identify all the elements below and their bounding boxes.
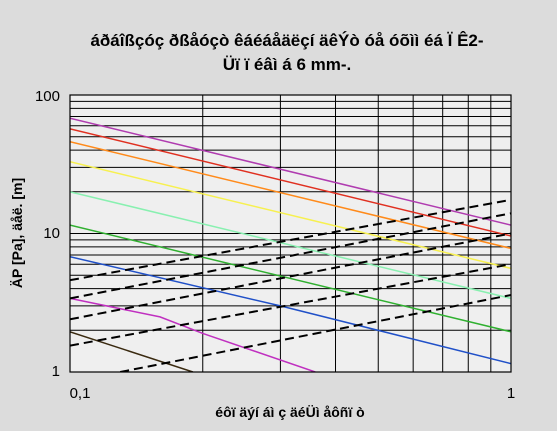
series-line-14 bbox=[120, 294, 511, 372]
y-axis-label: ÄP [Pa], äåë. [m] bbox=[9, 178, 25, 288]
series-line-10 bbox=[70, 198, 511, 282]
plot-frame bbox=[69, 94, 512, 373]
y-tick-label: 10 bbox=[43, 225, 60, 242]
chart-title: áðáîßçóç ðßåóçò êáéáåäëçí äêÝò óå óõìì é… bbox=[90, 31, 483, 50]
series-line-4 bbox=[70, 160, 511, 270]
chart-subtitle: Üï ï éâì á 6 mm-. bbox=[223, 55, 352, 74]
y-tick-label: 100 bbox=[35, 88, 60, 105]
series-line-13 bbox=[70, 263, 511, 347]
series-line-2 bbox=[70, 128, 511, 237]
y-tick-label: 1 bbox=[52, 363, 60, 380]
series-line-12 bbox=[70, 232, 511, 321]
series-layer bbox=[70, 117, 511, 372]
series-line-9 bbox=[70, 331, 194, 372]
series-line-11 bbox=[70, 212, 511, 300]
x-axis-label: éôï äýí áì ç äéÜì åôñï ò bbox=[215, 404, 364, 420]
x-tick-label: 1 bbox=[507, 385, 515, 402]
series-line-5 bbox=[70, 191, 511, 300]
x-tick-label: 0,1 bbox=[70, 385, 91, 402]
series-line-6 bbox=[70, 224, 511, 333]
grid bbox=[70, 95, 511, 372]
series-line-3 bbox=[70, 140, 511, 250]
series-line-1 bbox=[70, 117, 511, 226]
